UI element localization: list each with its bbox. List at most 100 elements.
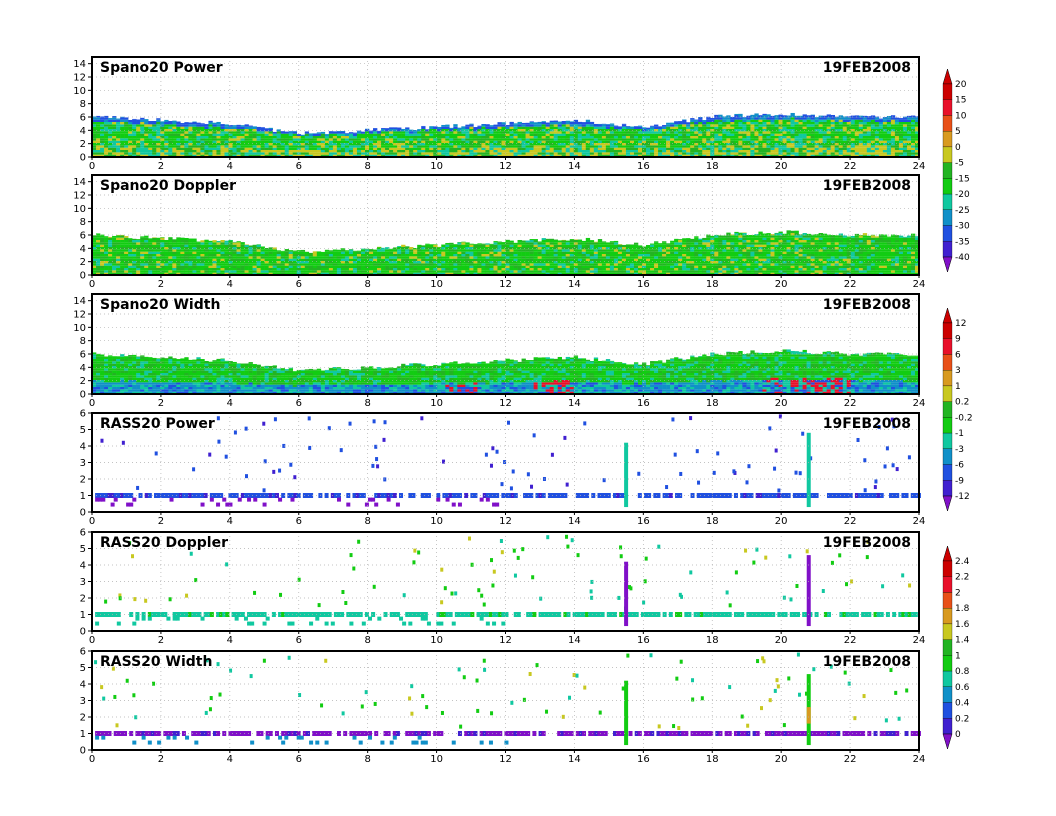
heatmap-cell [517, 124, 522, 127]
heatmap-cell [441, 272, 446, 275]
heatmap-cell [485, 263, 490, 266]
heatmap-cell [902, 117, 908, 120]
heatmap-cell [830, 133, 835, 136]
heatmap-cell [553, 152, 558, 155]
heatmap-cell [541, 247, 546, 250]
heatmap-cell [260, 265, 265, 268]
heatmap-cell [104, 251, 109, 254]
heatmap-cell [894, 154, 900, 157]
heatmap-cell [144, 150, 149, 153]
heatmap-cell [385, 136, 390, 139]
heatmap-cell [465, 143, 470, 146]
heatmap-cell [184, 247, 189, 250]
heatmap-cell [409, 140, 414, 143]
heatmap-cell [212, 154, 217, 157]
heatmap-cell [545, 254, 550, 257]
heatmap-cell [642, 154, 647, 157]
heatmap-cell [778, 115, 783, 118]
heatmap-cell [228, 256, 233, 259]
heatmap-cell [292, 145, 298, 148]
heatmap-cell [461, 247, 466, 250]
heatmap-cell [373, 128, 378, 129]
heatmap-cell [104, 152, 109, 155]
heatmap-cell [96, 124, 101, 127]
heatmap-cell [344, 268, 350, 271]
heatmap-cell [541, 238, 546, 240]
heatmap-cell [754, 119, 759, 122]
heatmap-cell [320, 138, 326, 141]
heatmap-cell [332, 256, 338, 259]
heatmap-cell [790, 124, 795, 127]
heatmap-cell [336, 152, 342, 155]
heatmap-cell [204, 145, 209, 148]
heatmap-cell [417, 133, 422, 136]
heatmap-cell [172, 272, 177, 275]
heatmap-cell [754, 117, 759, 120]
heatmap-cell [497, 244, 502, 247]
heatmap-cell [256, 143, 261, 146]
heatmap-cell [100, 145, 105, 148]
heatmap-cell [240, 265, 245, 268]
heatmap-cell [461, 140, 466, 143]
heatmap-cell [477, 251, 482, 254]
heatmap-cell [738, 122, 743, 125]
heatmap-cell [718, 131, 723, 134]
heatmap-cell [810, 143, 815, 146]
heatmap-cell [385, 268, 390, 271]
heatmap-cell [449, 154, 454, 157]
heatmap-cell [256, 256, 261, 259]
heatmap-cell [890, 117, 896, 120]
heatmap-cell [798, 138, 803, 141]
heatmap-cell [906, 138, 912, 141]
heatmap-cell [429, 254, 434, 257]
heatmap-cell [344, 143, 350, 146]
heatmap-cell [208, 140, 213, 143]
heatmap-cell [722, 145, 727, 148]
heatmap-cell [802, 115, 807, 118]
heatmap-cell [545, 124, 550, 127]
heatmap-cell [360, 143, 366, 146]
heatmap-cell [585, 265, 591, 268]
heatmap-cell [609, 133, 615, 136]
heatmap-cell [746, 136, 751, 139]
panel-date: 19FEB2008 [823, 60, 911, 76]
heatmap-cell [529, 154, 534, 157]
heatmap-cell [786, 119, 791, 122]
heatmap-cell [393, 150, 398, 153]
heatmap-cell [766, 138, 771, 141]
heatmap-cell [545, 242, 550, 245]
heatmap-cell [613, 154, 619, 157]
heatmap-cell [541, 131, 546, 134]
heatmap-cell [144, 258, 149, 261]
heatmap-cell [336, 131, 342, 134]
heatmap-cell [389, 138, 394, 141]
heatmap-cell [204, 152, 209, 155]
heatmap-cell [750, 152, 755, 155]
heatmap-cell [573, 251, 579, 254]
heatmap-cell [409, 247, 414, 250]
heatmap-cell [276, 133, 281, 136]
heatmap-cell [409, 152, 414, 155]
heatmap-cell [838, 150, 844, 153]
heatmap-cell [690, 147, 695, 150]
heatmap-cell [252, 143, 257, 146]
heatmap-cell [850, 152, 856, 155]
heatmap-cell [369, 152, 374, 155]
heatmap-cell [393, 263, 398, 266]
heatmap-cell [698, 122, 703, 125]
heatmap-cell [601, 154, 607, 157]
heatmap-cell [385, 251, 390, 254]
heatmap-cell [385, 272, 390, 275]
heatmap-cell [369, 251, 374, 254]
heatmap-cell [569, 240, 575, 243]
heatmap-cell [529, 152, 534, 155]
heatmap-cell [216, 263, 221, 266]
heatmap-cell [216, 121, 221, 123]
heatmap-cell [172, 129, 177, 132]
heatmap-cell [654, 133, 659, 136]
heatmap-cell [914, 122, 920, 125]
heatmap-cell [738, 115, 743, 118]
heatmap-cell [646, 140, 651, 143]
heatmap-cell [565, 120, 571, 122]
heatmap-cell [100, 154, 105, 157]
